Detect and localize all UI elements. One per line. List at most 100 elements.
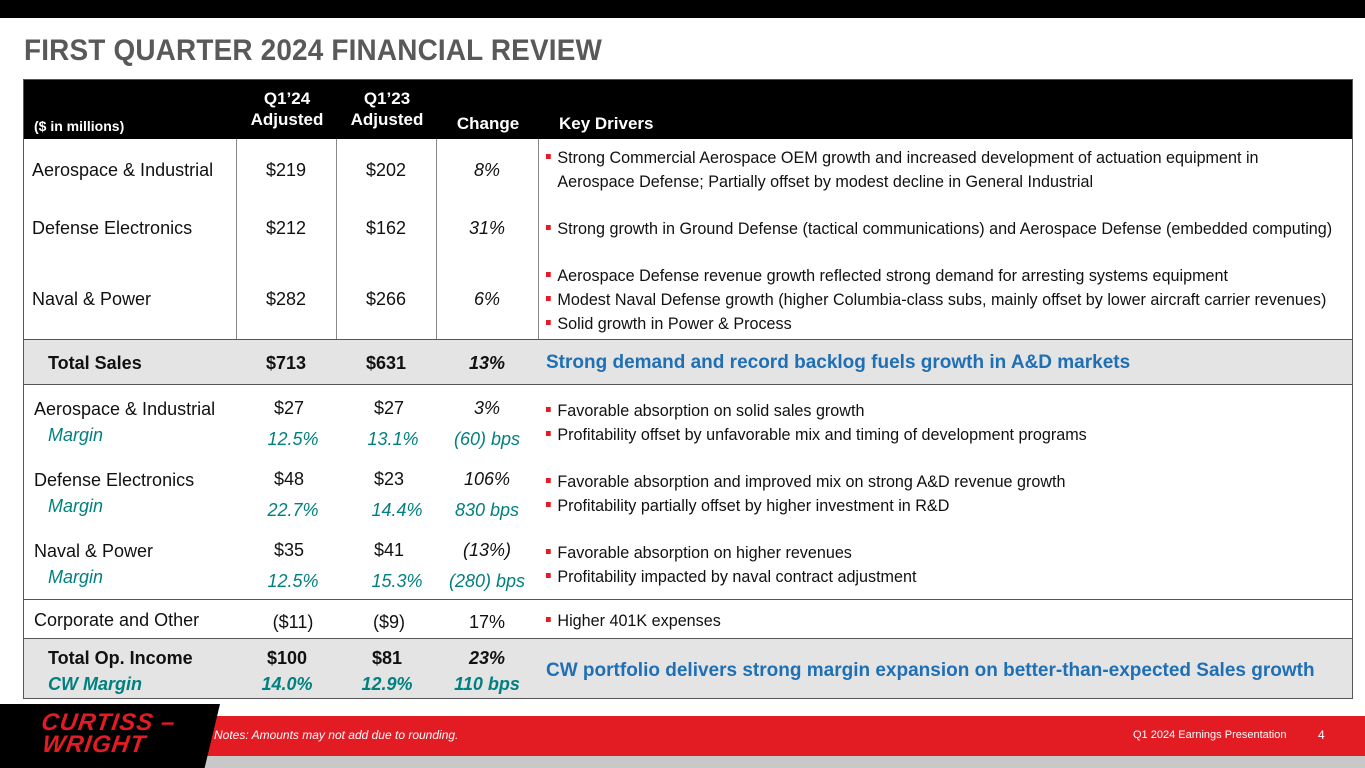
bullet-icon [546,272,551,278]
total-sales-q123: $631 [365,353,407,373]
q123-value: $27 [373,398,405,418]
corporate-q124: ($11) [272,612,314,632]
bullet-icon [546,478,551,484]
q124-value: $219 [265,160,307,180]
key-drivers: Aerospace Defense revenue growth reflect… [546,264,1326,336]
driver-bullet: Favorable absorption on solid sales grow… [546,399,1087,423]
total-income-row [24,639,1352,698]
corporate-q123: ($9) [372,612,405,632]
q124-value: $35 [273,540,305,560]
total-income-label: Total Op. Income [48,648,193,668]
driver-bullet: Profitability partially offset by higher… [546,494,1066,518]
q124-margin: 22.7% [267,500,319,520]
row-divider [24,384,1352,385]
segment-name: Defense Electronics [32,218,193,238]
driver-bullet: Profitability offset by unfavorable mix … [546,423,1087,447]
bullet-icon [546,502,551,508]
total-sales-change: 13% [468,353,506,373]
driver-bullet: Strong growth in Ground Defense (tactica… [546,217,1332,241]
bullet-icon [546,407,551,413]
key-drivers: Favorable absorption and improved mix on… [546,470,1066,518]
total-sales-driver: Strong demand and record backlog fuels g… [546,352,1131,373]
margin-label: Margin [48,567,104,587]
q123-margin: 14.4% [371,500,423,520]
total-sales-row [24,340,1352,384]
driver-bullet: Aerospace Defense revenue growth reflect… [546,264,1326,288]
q123-value: $266 [365,289,407,309]
bullet-icon [546,296,551,302]
footnote: Notes: Amounts may not add due to roundi… [214,728,459,742]
q123-value: $162 [365,218,407,238]
total-income-q124: $100 [266,648,308,668]
change-value: 6% [473,289,500,309]
page-title: FIRST QUARTER 2024 FINANCIAL REVIEW [24,34,603,67]
top-bar [0,0,1365,18]
segment-name: Naval & Power [34,541,154,561]
q124-value: $27 [273,398,305,418]
q124-header: Q1’24 Adjusted [250,89,324,129]
column-divider [336,139,337,383]
total-income-change-margin: 110 bps [454,674,520,694]
table-header: ($ in millions) Q1’24 Adjusted Q1’23 Adjus… [24,80,1352,139]
units-label: ($ in millions) [34,118,125,134]
bullet-icon [546,549,551,555]
column-divider [236,139,237,383]
driver-bullet-continued: Aerospace Defense; Partially offset by m… [557,172,1094,191]
driver-bullet: Profitability impacted by naval contract… [546,565,916,589]
corporate-label: Corporate and Other [34,610,200,630]
change-value: 106% [463,469,511,489]
total-sales-q124: $713 [265,353,307,373]
total-sales-label: Total Sales [48,353,142,373]
column-divider [436,139,437,383]
segment-name: Aerospace & Industrial [32,160,214,180]
q123-margin: 15.3% [371,571,423,591]
row-divider [24,599,1352,600]
segment-name: Naval & Power [32,289,152,309]
q123-header: Q1’23 Adjusted [350,89,424,129]
bullet-icon [546,154,551,160]
q124-value: $282 [265,289,307,309]
total-income-q123: $81 [371,648,403,668]
q123-value: $41 [373,540,405,560]
presentation-name: Q1 2024 Earnings Presentation [1133,729,1287,741]
q123-margin: 13.1% [367,429,419,449]
change-value: 31% [468,218,506,238]
q123-value: $202 [365,160,407,180]
total-income-change: 23% [468,648,506,668]
q124-margin: 12.5% [267,571,319,591]
logo-background [0,704,220,768]
q123-value: $23 [373,469,405,489]
margin-label: Margin [48,425,104,445]
change-margin: 830 bps [454,500,520,520]
margin-label: Margin [48,496,104,516]
driver-bullet: Favorable absorption on higher revenues [546,541,916,565]
total-income-q124-margin: 14.0% [261,674,313,694]
change-header: Change [456,114,520,133]
change-margin: (280) bps [448,571,526,591]
driver-bullet: Favorable absorption and improved mix on… [546,470,1066,494]
financial-table: ($ in millions) Q1’24 Adjusted Q1’23 Adjus… [23,79,1353,699]
change-value: 8% [473,160,500,180]
segment-name: Defense Electronics [34,470,195,490]
key-drivers: Strong Commercial Aerospace OEM growth a… [546,146,1259,194]
key-drivers: Favorable absorption on solid sales grow… [546,399,1087,447]
total-income-q123-margin: 12.9% [361,674,413,694]
page-number: 4 [1318,728,1325,742]
cw-margin-label: CW Margin [48,674,142,694]
bullet-icon [546,617,551,623]
key-drivers: Favorable absorption on higher revenues … [546,541,916,589]
bullet-icon [546,225,551,231]
footer-bar [0,716,1365,756]
row-divider [24,638,1352,639]
driver-bullet: Solid growth in Power & Process [546,312,1326,336]
change-value: (13%) [462,540,511,560]
bullet-icon [546,431,551,437]
column-divider [538,139,539,383]
drivers-header: Key Drivers [559,114,654,133]
total-income-driver: CW portfolio delivers strong margin expa… [546,660,1315,681]
driver-bullet: Higher 401K expenses [546,609,721,633]
key-drivers: Strong growth in Ground Defense (tactica… [546,217,1332,241]
bullet-icon [546,573,551,579]
footer-stripe [0,756,1365,768]
bullet-icon [546,320,551,326]
